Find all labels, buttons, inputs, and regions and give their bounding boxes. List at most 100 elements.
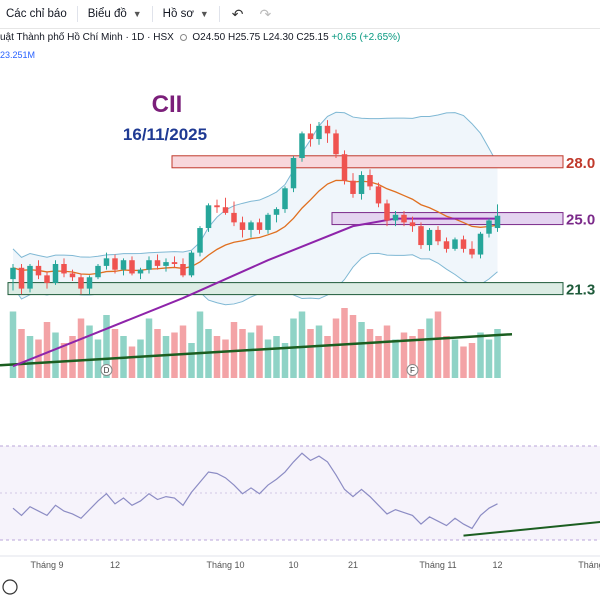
candle: [180, 258, 186, 278]
candle: [375, 182, 382, 208]
volume-bar: [128, 346, 136, 378]
candle: [214, 199, 220, 213]
candle: [205, 203, 212, 232]
candle-body: [222, 207, 229, 213]
volume-bar: [273, 336, 280, 378]
volume-bar: [392, 339, 399, 378]
candle-body: [180, 264, 186, 276]
candle: [197, 226, 203, 257]
volume-bar: [332, 318, 340, 378]
candle-body: [443, 241, 450, 249]
axis-tick-label: Tháng 10: [206, 560, 244, 570]
candle-body: [112, 258, 118, 270]
candle-body: [248, 222, 254, 230]
candle-body: [273, 209, 280, 215]
rsi-line: [12, 452, 498, 530]
support-21-label: 21.3: [566, 282, 595, 299]
candle-body: [52, 264, 59, 283]
redo-icon[interactable]: ↷: [259, 5, 272, 22]
open-value: 24.50: [200, 32, 226, 43]
candle-body: [384, 203, 390, 221]
date-annotation: 16/11/2025: [123, 125, 207, 144]
volume-bar: [468, 343, 476, 378]
volume-bar: [494, 329, 501, 378]
candle-body: [256, 222, 263, 230]
candle: [418, 222, 424, 249]
candle-body: [367, 175, 373, 187]
candle: [10, 264, 16, 291]
volume-bar: [443, 336, 450, 378]
candle-body: [214, 205, 220, 208]
symbol-title: uật Thành phố Hồ Chí Minh · 1D · HSX: [0, 32, 174, 43]
volume-bar: [307, 329, 314, 378]
candle-body: [129, 260, 135, 274]
candle-body: [341, 154, 348, 181]
volume-bars: [0, 308, 513, 378]
candle-body: [61, 264, 67, 274]
candle: [460, 235, 467, 253]
volume-bar: [222, 339, 229, 378]
candle-body: [18, 267, 25, 289]
volume-bar: [77, 318, 85, 378]
chevron-down-icon: ▼: [199, 9, 209, 19]
volume-bar: [111, 329, 119, 378]
candle-body: [401, 214, 407, 223]
candle-body: [231, 212, 237, 223]
candle: [265, 212, 271, 234]
volume-bar: [196, 311, 204, 378]
candle-body: [333, 133, 339, 155]
chart-settings-icon: [2, 579, 18, 595]
bollinger-upper-line: [12, 111, 498, 258]
eye-icon[interactable]: [179, 33, 187, 41]
dividend-marker: [100, 364, 113, 376]
candle-body: [265, 214, 271, 230]
candle: [469, 241, 475, 259]
candle: [282, 186, 288, 213]
moving-averages: [12, 179, 498, 368]
candle: [78, 273, 84, 295]
dividend-marker-label: D: [104, 366, 110, 375]
low-value: 24.30: [268, 32, 294, 43]
candle: [486, 218, 492, 238]
candle: [248, 220, 254, 238]
candle-body: [86, 277, 93, 289]
candle: [435, 226, 441, 246]
candle: [452, 237, 458, 251]
candle: [163, 258, 169, 272]
volume-bar: [383, 325, 391, 378]
chart-type-dropdown[interactable]: Biểu đồ ▼: [82, 0, 148, 28]
candle-body: [486, 220, 492, 234]
candle: [341, 150, 348, 185]
candle: [86, 275, 93, 295]
candle: [18, 264, 25, 295]
candle: [137, 267, 144, 280]
candle: [103, 252, 110, 270]
candle: [409, 216, 416, 232]
candle: [426, 228, 433, 251]
change-value: +0.65 (+2.65%): [331, 32, 401, 43]
volume-bar: [154, 329, 161, 378]
chevron-down-icon: ▼: [132, 9, 142, 19]
volume-bar: [162, 336, 170, 378]
volume-trendline: [0, 333, 513, 367]
bollinger-fill: [13, 112, 498, 305]
candle-body: [324, 125, 331, 134]
candle-body: [137, 269, 144, 274]
close-value: 25.15: [303, 32, 329, 43]
candle-body: [460, 239, 467, 249]
bollinger-bands: [12, 111, 498, 306]
candle-body: [188, 252, 195, 276]
volume-bar: [341, 308, 348, 378]
profile-dropdown[interactable]: Hồ sơ ▼: [157, 0, 215, 28]
high-value: 25.75: [235, 32, 261, 43]
volume-bar: [18, 329, 25, 378]
candle-body: [477, 233, 484, 255]
volume-bar: [35, 339, 42, 378]
indicators-button[interactable]: Các chỉ báo: [0, 0, 73, 28]
volume-bar: [477, 332, 484, 378]
ma-orange-line: [12, 179, 498, 276]
candle: [69, 269, 76, 282]
undo-icon[interactable]: ↶: [231, 5, 244, 22]
time-axis: Tháng 9 12 Tháng 10 10 21 Tháng 11 12 Tháng: [0, 555, 600, 595]
